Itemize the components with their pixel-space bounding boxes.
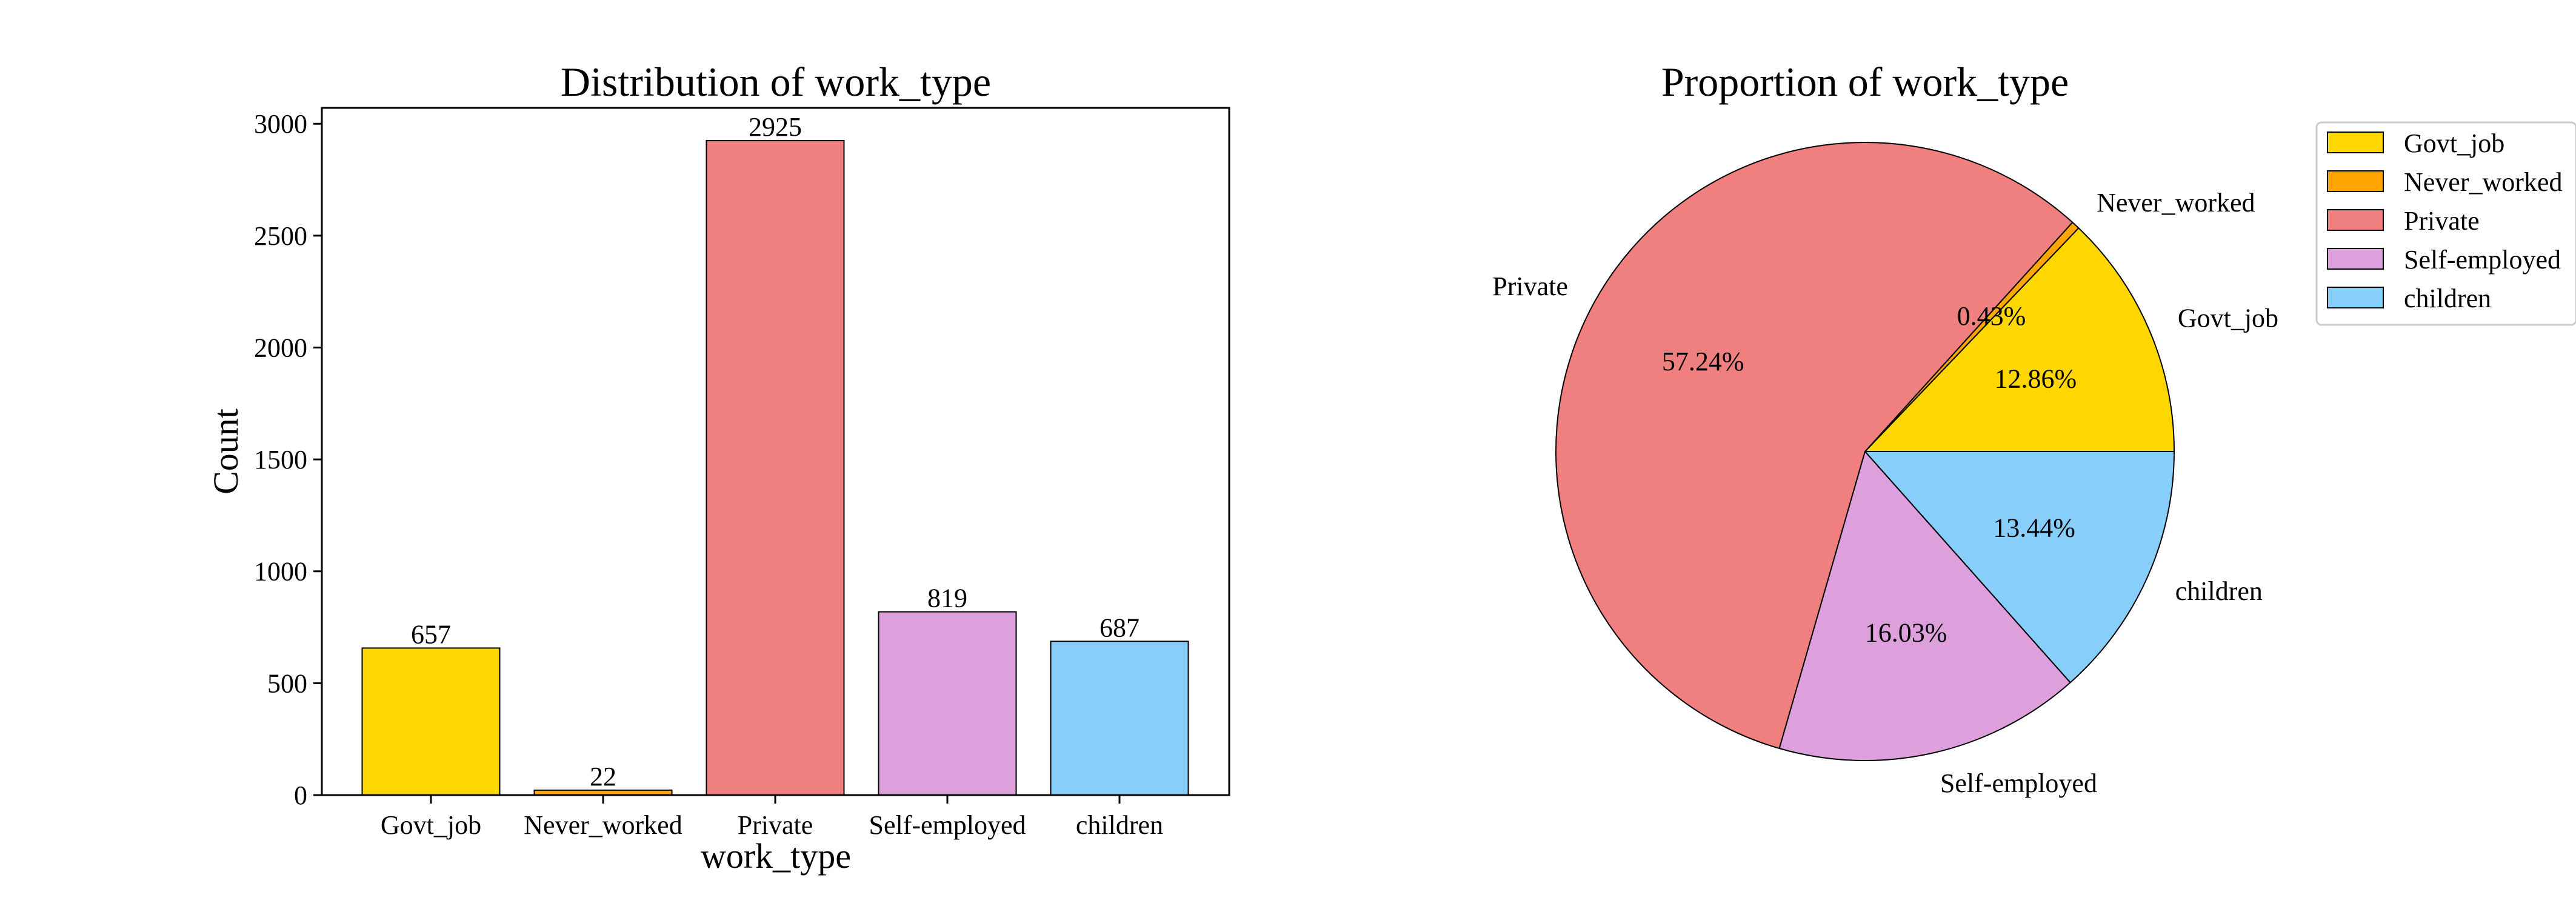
x-tick-label-govt-job: Govt_job xyxy=(381,810,481,840)
pie-chart-title: Proportion of work_type xyxy=(1661,59,2069,105)
pie-chart: Proportion of work_type 12.86% 0.43% 57.24… xyxy=(1492,59,2278,798)
legend-label-self-employed: Self-employed xyxy=(2404,245,2561,275)
pie-label-never-worked: Never_worked xyxy=(2097,188,2255,218)
legend-swatch-govt-job xyxy=(2327,132,2384,153)
pie-legend: Govt_job Never_worked Private Self-employed… xyxy=(2315,121,2576,326)
bar-value-label-children: 687 xyxy=(1099,613,1140,642)
y-tick-label-0: 0 xyxy=(294,781,307,810)
legend-label-never-worked: Never_worked xyxy=(2404,167,2562,197)
pie-percent-govt-job: 12.86% xyxy=(1995,364,2077,394)
y-tick-label-3000: 3000 xyxy=(254,109,307,139)
x-axis-ticks: Govt_job Never_worked Private Self-employed… xyxy=(381,795,1163,840)
x-tick-label-self-employed: Self-employed xyxy=(869,810,1026,840)
bar-children xyxy=(1050,641,1189,796)
y-tick-label-2500: 2500 xyxy=(254,221,307,251)
bar-series xyxy=(361,139,1189,796)
pie-slice-children xyxy=(1864,451,2175,684)
bar-value-label-self-employed: 819 xyxy=(927,584,967,613)
x-tick-label-never-worked: Never_worked xyxy=(524,810,682,840)
pie-category-labels: Govt_job Never_worked Private Self-employed… xyxy=(1492,188,2278,798)
legend-label-govt-job: Govt_job xyxy=(2404,128,2504,158)
pie-label-private: Private xyxy=(1492,271,1568,301)
bar-value-label-private: 2925 xyxy=(749,112,802,142)
bar-self-employed xyxy=(878,611,1017,796)
plot-frame xyxy=(321,107,1230,796)
pie-percent-private: 57.24% xyxy=(1662,347,1744,376)
legend-swatch-never-worked xyxy=(2327,170,2384,192)
y-axis-label: Count xyxy=(206,408,245,494)
y-tick-label-500: 500 xyxy=(267,668,307,698)
bar-chart: Distribution of work_type 657 22 2925 819 68… xyxy=(206,59,1230,876)
pie-slices xyxy=(1555,142,2175,761)
x-tick-label-children: children xyxy=(1076,810,1163,840)
x-axis-label: work_type xyxy=(701,836,851,876)
pie-percent-self-employed: 16.03% xyxy=(1865,618,1947,647)
pie-slice-self-employed xyxy=(1778,451,2071,761)
y-tick-label-2000: 2000 xyxy=(254,333,307,362)
pie-percent-never-worked: 0.43% xyxy=(1957,301,2026,331)
x-tick-label-private: Private xyxy=(738,810,813,840)
legend-swatch-children xyxy=(2327,287,2384,308)
bar-data-labels: 657 22 2925 819 687 xyxy=(411,112,1140,791)
bar-private xyxy=(706,139,845,796)
bar-chart-title: Distribution of work_type xyxy=(561,59,991,105)
pie-label-govt-job: Govt_job xyxy=(2178,303,2278,333)
legend-swatch-private xyxy=(2327,209,2384,231)
bar-govt-job xyxy=(361,647,501,796)
bar-value-label-never-worked: 22 xyxy=(590,762,616,791)
legend-label-private: Private xyxy=(2404,206,2480,236)
y-tick-label-1000: 1000 xyxy=(254,557,307,587)
pie-label-self-employed: Self-employed xyxy=(1940,768,2097,798)
bar-value-label-govt-job: 657 xyxy=(411,619,451,649)
y-tick-label-1500: 1500 xyxy=(254,445,307,474)
legend-swatch-self-employed xyxy=(2327,248,2384,270)
legend-label-children: children xyxy=(2404,284,2491,313)
pie-percent-labels: 12.86% 0.43% 57.24% 16.03% 13.44% xyxy=(1662,301,2077,647)
pie-slice-private xyxy=(1555,142,2074,750)
y-axis-ticks: 0 500 1000 1500 2000 2500 3000 xyxy=(254,109,322,810)
pie-label-children: children xyxy=(2175,576,2263,606)
pie-slice-govt-job xyxy=(1864,227,2175,452)
pie-percent-children: 13.44% xyxy=(1993,513,2075,542)
